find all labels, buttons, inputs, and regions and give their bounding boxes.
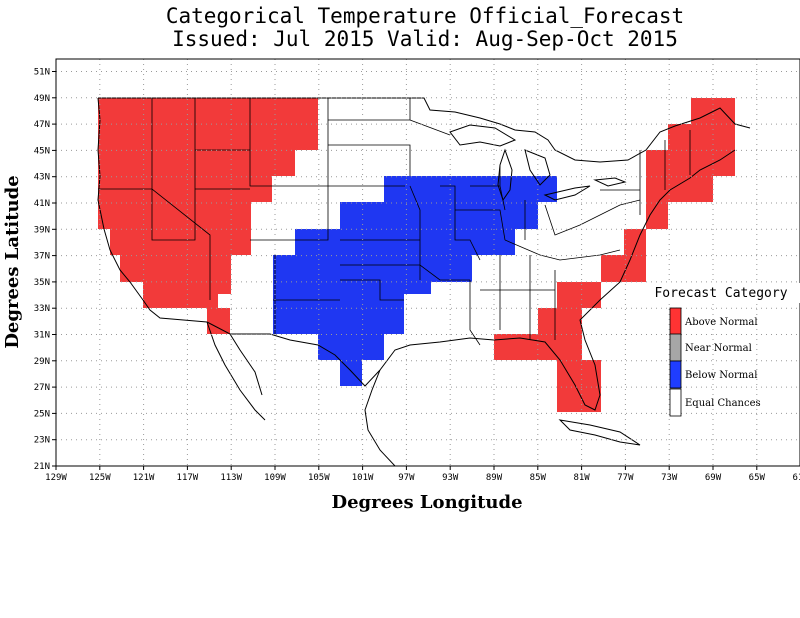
x-tick-label: 73W [661, 473, 678, 483]
axis-ticks: 129W 125W 121W 117W 113W 109W 105W 101W 97W 93W 89… [34, 68, 800, 484]
gulf-coast [379, 149, 736, 411]
legend-label: Equal Chances [685, 398, 761, 409]
y-tick-label: 21N [34, 462, 50, 472]
x-axis-label: Degrees Longitude [331, 492, 522, 513]
legend-swatch [669, 360, 682, 389]
x-tick-label: 125W [89, 473, 111, 483]
legend-label: Near Normal [685, 343, 752, 354]
above-normal-region-southeast [494, 229, 646, 412]
y-tick-label: 41N [34, 199, 50, 209]
y-tick-label: 25N [34, 409, 50, 419]
y-tick-label: 23N [34, 436, 50, 446]
country-border [98, 97, 751, 163]
lake-superior [449, 124, 517, 147]
lake-huron [524, 149, 551, 186]
legend: Forecast Category Above Normal Near Norma… [642, 283, 800, 417]
above-normal-region-northeast [646, 98, 735, 229]
y-tick-label: 33N [34, 304, 50, 314]
legend-title: Forecast Category [654, 286, 787, 301]
chart-subtitle: Issued: Jul 2015 Valid: Aug-Sep-Oct 2015 [172, 27, 678, 51]
mexico-border [206, 321, 381, 387]
legend-swatch [669, 307, 682, 336]
x-tick-label: 61W [792, 473, 800, 483]
x-tick-label: 101W [352, 473, 374, 483]
y-tick-label: 47N [34, 120, 50, 130]
x-tick-label: 93W [442, 473, 459, 483]
y-tick-label: 35N [34, 278, 50, 288]
lake-ontario [593, 177, 627, 187]
y-tick-label: 49N [34, 94, 50, 104]
y-tick-label: 27N [34, 383, 50, 393]
mexico-gulf-coast [364, 369, 396, 466]
x-tick-label: 121W [133, 473, 155, 483]
x-tick-label: 109W [264, 473, 286, 483]
y-tick-label: 37N [34, 252, 50, 262]
west-coast [97, 97, 208, 323]
forecast-regions [98, 98, 735, 412]
chart-title: Categorical Temperature Official_Forecas… [165, 4, 685, 28]
y-tick-label: 39N [34, 225, 50, 235]
legend-title-bg [642, 283, 800, 303]
y-tick-label: 31N [34, 331, 50, 341]
x-tick-label: 69W [705, 473, 722, 483]
plot-frame [55, 58, 800, 467]
x-tick-label: 77W [617, 473, 634, 483]
y-axis-label: Degrees Latitude [2, 175, 23, 348]
x-tick-label: 129W [45, 473, 67, 483]
x-tick-label: 65W [749, 473, 766, 483]
above-normal-region-west [98, 98, 318, 308]
legend-swatch [669, 388, 682, 417]
x-tick-label: 117W [177, 473, 199, 483]
legend-swatch [669, 333, 682, 362]
x-tick-label: 81W [573, 473, 590, 483]
lake-erie [543, 185, 591, 201]
x-tick-label: 89W [486, 473, 503, 483]
x-tick-label: 97W [398, 473, 415, 483]
y-tick-label: 43N [34, 173, 50, 183]
y-tick-label: 45N [34, 146, 50, 156]
above-normal-region-southwest-tip [207, 308, 230, 334]
state-lines [98, 98, 691, 346]
map-outlines [97, 97, 751, 466]
y-tick-label: 51N [34, 68, 50, 78]
y-tick-label: 29N [34, 357, 50, 367]
below-normal-region-central [273, 176, 557, 386]
baja-coast [206, 321, 266, 421]
cuba [558, 419, 641, 446]
legend-label: Above Normal [684, 317, 758, 328]
x-tick-label: 105W [308, 473, 330, 483]
x-tick-label: 85W [530, 473, 547, 483]
legend-label: Below Normal [685, 370, 757, 381]
x-tick-label: 113W [220, 473, 242, 483]
